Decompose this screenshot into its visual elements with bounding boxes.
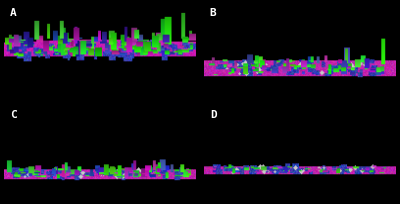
- Text: D: D: [210, 110, 216, 120]
- Text: A: A: [10, 8, 16, 18]
- Text: C: C: [10, 110, 16, 120]
- Text: B: B: [210, 8, 216, 18]
